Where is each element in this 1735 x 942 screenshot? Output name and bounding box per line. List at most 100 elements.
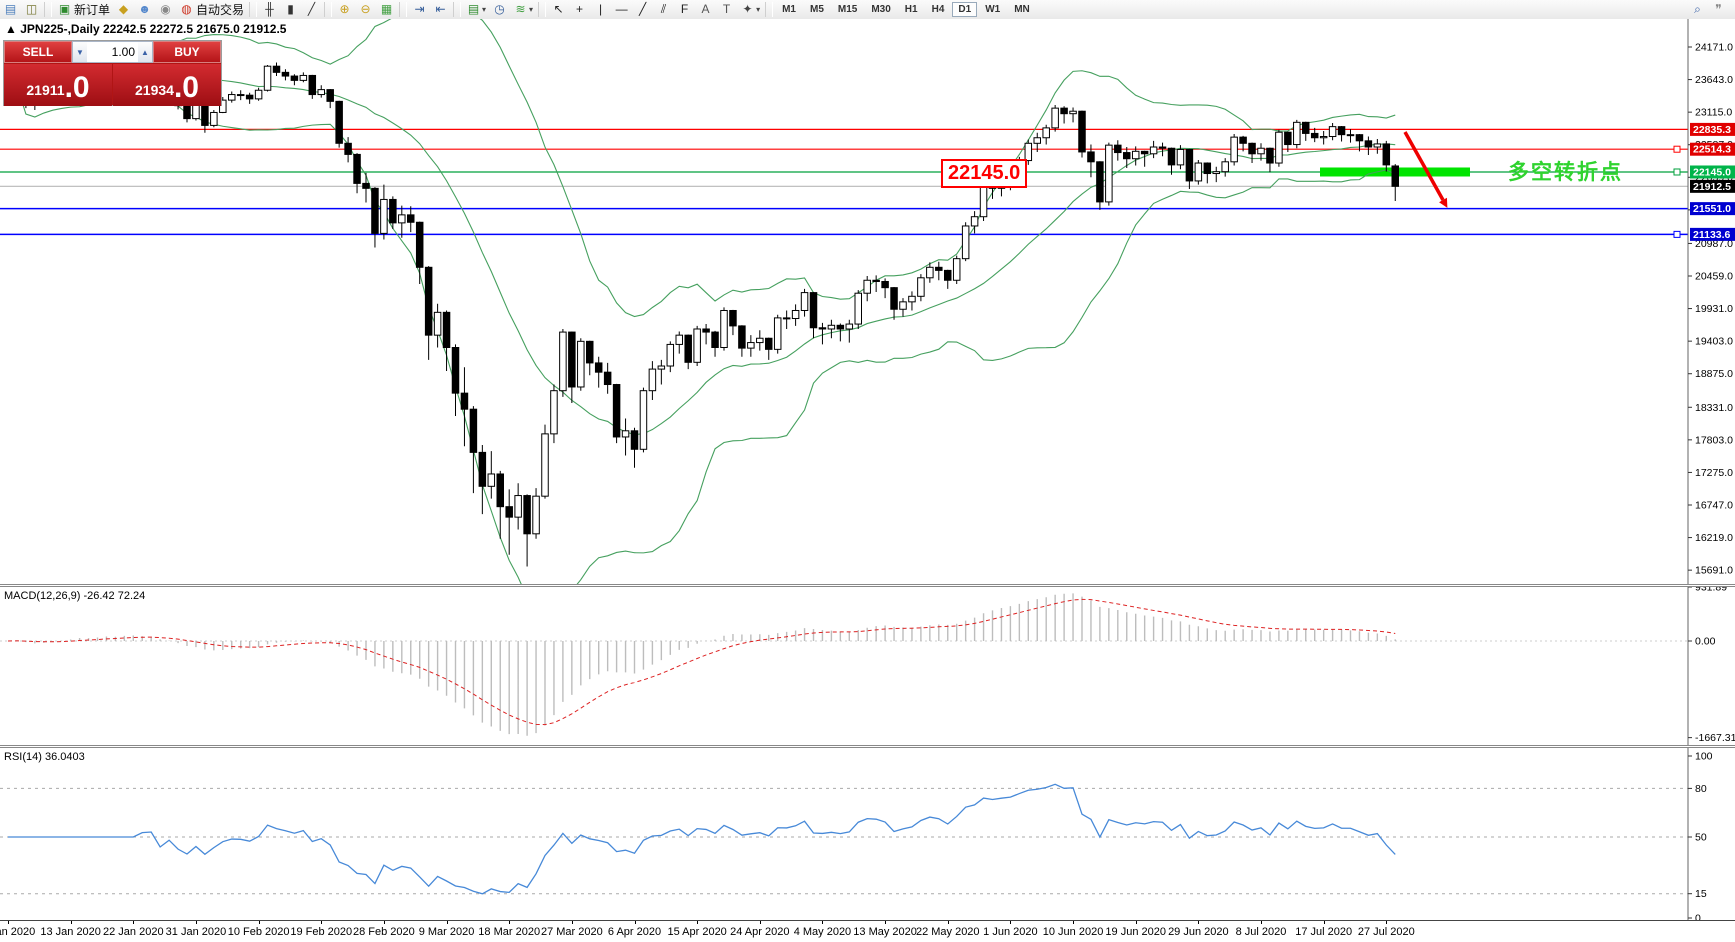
timeframe-m1-button[interactable]: M1 <box>782 4 796 15</box>
timeframe-m5-button[interactable]: M5 <box>809 4 824 15</box>
date-label: 9 Mar 2020 <box>418 926 475 938</box>
zoom-out-button[interactable]: ⊖ <box>355 1 376 18</box>
price-text-annotation[interactable]: 22145.0 <box>941 159 1028 188</box>
svg-text:22514.3: 22514.3 <box>1693 144 1731 156</box>
chat-button[interactable]: ❞ <box>1708 1 1729 18</box>
timeframe-m30-button[interactable]: M30 <box>871 4 891 15</box>
price-tick-label: 19403.0 <box>1695 336 1733 348</box>
date-tick <box>509 921 511 924</box>
line-anchor[interactable] <box>1673 145 1681 153</box>
indicators-button[interactable]: ≋ ▾ <box>510 1 536 18</box>
auto-scroll-button[interactable]: ⇥ <box>409 1 430 18</box>
timeframe-d1-button[interactable]: D1 <box>952 2 978 17</box>
buy-price[interactable]: 21934 .0 <box>113 64 221 106</box>
crosshair-button[interactable]: + <box>569 1 590 18</box>
bar-chart-button[interactable]: ╫ <box>259 1 280 18</box>
sell-price-main: 21911 <box>26 82 65 98</box>
volume-input[interactable] <box>87 42 138 62</box>
text-button[interactable]: A <box>695 1 716 18</box>
vertical-line-button[interactable]: | <box>590 1 611 18</box>
line-anchor[interactable] <box>1673 168 1681 176</box>
rsi-pane[interactable]: 100 80 50 15 0 RSI(14) 36.0403 <box>0 748 1735 920</box>
turning-point-annotation[interactable]: 多空转折点 <box>1508 161 1623 184</box>
buy-button[interactable]: BUY <box>153 41 221 63</box>
charts-window-button[interactable]: ▤ <box>0 1 21 18</box>
price-tick-label: 17803.0 <box>1695 434 1733 446</box>
svg-text:21133.6: 21133.6 <box>1693 229 1731 241</box>
svg-text:22145.0: 22145.0 <box>1693 166 1731 178</box>
clock-icon: ◷ <box>494 2 505 16</box>
date-tick <box>258 921 260 924</box>
sell-price[interactable]: 21911 .0 <box>4 64 112 106</box>
new-chart-button[interactable]: ▤ ▾ <box>463 1 489 18</box>
price-badge-22145.0: 22145.0 <box>1690 165 1735 179</box>
timeframe-mn-button[interactable]: MN <box>1014 4 1030 15</box>
date-tick <box>1010 921 1012 924</box>
price-tick-label: 20459.0 <box>1695 271 1733 283</box>
dropdown-caret-icon[interactable]: ▾ <box>482 5 487 14</box>
candlestick-button[interactable]: ▮ <box>280 1 301 18</box>
pane-splitter[interactable] <box>0 584 1735 587</box>
main-toolbar: ▤ ◫ ▣ 新订单 ◆ ☻ ◉ ◍ 自动交易 ╫ ▮ ╱ ⊕ ⊖ ▦ ⇥ ⇤ ▤ ▾ ◷ ≋ ▾ ↖ + | — ╱ ⫽ F A T ✦ ▾ M1… <box>0 0 1735 20</box>
date-tick <box>70 921 72 924</box>
signals-button[interactable]: ◉ <box>155 1 176 18</box>
fibonacci-icon: F <box>680 2 689 16</box>
auto-trading-label: 自动交易 <box>196 3 245 17</box>
cursor-button[interactable]: ↖ <box>548 1 569 18</box>
dropdown-caret-icon[interactable]: ▾ <box>529 5 534 14</box>
channel-icon: ⫽ <box>660 2 667 16</box>
timeframe-h4-button[interactable]: H4 <box>931 4 945 15</box>
sell-button[interactable]: SELL <box>4 41 72 63</box>
auto-trading-icon: ◍ <box>181 2 192 16</box>
search-icon: ⌕ <box>1694 2 1701 16</box>
timeframe-m15-button[interactable]: M15 <box>837 4 858 15</box>
chart-shift-button[interactable]: ⇤ <box>430 1 451 18</box>
auto-trading-button[interactable]: ◍ 自动交易 <box>176 1 247 18</box>
market-watch-button[interactable]: ◆ <box>113 1 134 18</box>
macd-pane[interactable]: 931.89 0.00 -1667.31 MACD(12,26,9) -26.42 7… <box>0 587 1735 745</box>
symbol-ohlc: 22242.5 22272.5 21675.0 21912.5 <box>102 22 287 36</box>
macd-signal-line <box>7 598 1396 726</box>
toolbar-separator <box>538 2 547 17</box>
clock-button[interactable]: ◷ <box>489 1 510 18</box>
date-tick <box>1135 921 1137 924</box>
macd-tick-label: 931.89 <box>1695 587 1727 594</box>
vertical-line-icon: | <box>599 2 603 16</box>
price-chart-pane[interactable]: 24171.023643.023115.022587.022059.021531… <box>0 19 1735 584</box>
date-tick <box>1198 921 1200 924</box>
charts-window-icon: ▤ <box>4 2 17 16</box>
zoom-in-button[interactable]: ⊕ <box>334 1 355 18</box>
volume-down-button[interactable]: ▼ <box>73 42 87 62</box>
text-icon: A <box>701 2 710 16</box>
channel-button[interactable]: ⫽ <box>653 1 674 18</box>
svg-text:21551.0: 21551.0 <box>1693 203 1731 215</box>
buy-price-pips: .0 <box>173 71 199 104</box>
price-tick-label: 16747.0 <box>1695 500 1733 512</box>
price-tick-label: 15691.0 <box>1695 565 1733 577</box>
date-label: 8 Jul 2020 <box>1235 926 1287 938</box>
arrows-button[interactable]: ✦ ▾ <box>737 1 763 18</box>
symbol-title[interactable]: ▲ JPN225-,Daily 22242.5 22272.5 21675.0 … <box>5 22 286 36</box>
text-label-button[interactable]: T <box>716 1 737 18</box>
community-button[interactable]: ☻ <box>134 1 155 18</box>
tile-windows-icon: ▦ <box>380 2 393 16</box>
timeframe-w1-button[interactable]: W1 <box>985 4 1001 15</box>
dropdown-caret-icon[interactable]: ▾ <box>756 5 761 14</box>
line-anchor[interactable] <box>1673 230 1681 238</box>
date-tick <box>8 921 9 924</box>
volume-up-button[interactable]: ▲ <box>138 42 152 62</box>
line-chart-button[interactable]: ╱ <box>301 1 322 18</box>
timeframe-h1-button[interactable]: H1 <box>904 4 918 15</box>
new-order-button[interactable]: ▣ 新订单 <box>54 1 113 18</box>
collapse-icon[interactable]: ▲ <box>5 22 17 36</box>
trendline-button[interactable]: ╱ <box>632 1 653 18</box>
tester-window-button[interactable]: ◫ <box>21 1 42 18</box>
trend-arrow[interactable] <box>1403 131 1445 201</box>
pane-splitter[interactable] <box>0 745 1735 748</box>
horizontal-line-button[interactable]: — <box>611 1 632 18</box>
search-button[interactable]: ⌕ <box>1687 1 1708 18</box>
tile-windows-button[interactable]: ▦ <box>376 1 397 18</box>
chart-shift-icon: ⇤ <box>435 2 446 16</box>
fibonacci-button[interactable]: F <box>674 1 695 18</box>
